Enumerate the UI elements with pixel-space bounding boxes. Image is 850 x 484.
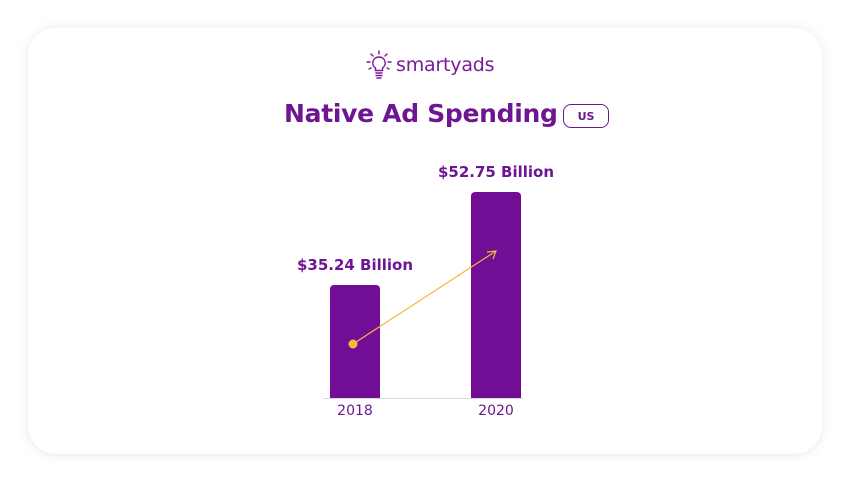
lightbulb-icon <box>366 50 392 79</box>
value-label-2020: $52.75 Billion <box>437 163 555 181</box>
brand-name: smartyads <box>396 54 495 76</box>
trend-start-dot <box>348 339 358 349</box>
category-label-2018: 2018 <box>337 403 373 419</box>
bar-2020 <box>471 192 521 398</box>
page-title: Native Ad Spending <box>284 99 558 128</box>
x-axis <box>323 398 523 399</box>
value-label-2018: $35.24 Billion <box>296 256 414 274</box>
brand-logo: smartyads <box>366 50 495 80</box>
region-badge: US <box>563 104 609 128</box>
chart-card <box>28 28 822 454</box>
category-label-2020: 2020 <box>478 403 514 419</box>
